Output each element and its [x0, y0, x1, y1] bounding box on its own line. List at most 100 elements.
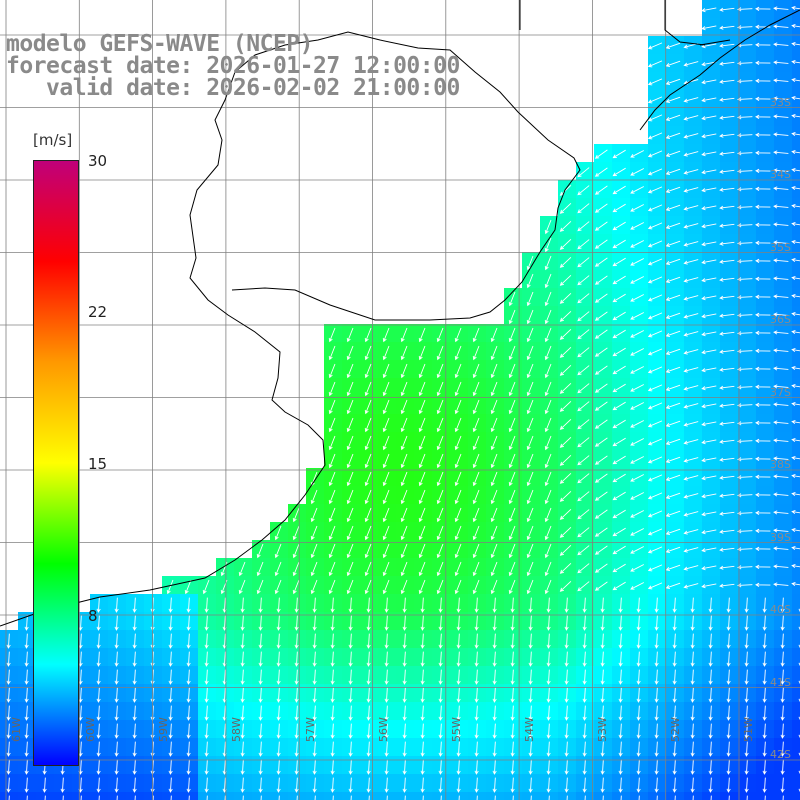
wind-arrow: [364, 471, 372, 487]
wind-arrow: [528, 597, 533, 613]
wind-arrow: [492, 705, 497, 721]
wind-arrow: [382, 489, 390, 505]
wind-arrow: [438, 777, 443, 793]
wind-arrow: [791, 509, 800, 515]
wind-speed-cell: [792, 774, 800, 792]
wind-arrow: [764, 795, 766, 800]
wind-arrow: [166, 579, 174, 595]
wind-arrow: [328, 345, 336, 361]
wind-arrow: [755, 456, 771, 461]
wind-arrow: [310, 489, 318, 505]
wind-arrow: [755, 330, 771, 335]
wind-arrow: [744, 651, 749, 667]
wind-arrow: [726, 705, 731, 721]
wind-arrow: [630, 294, 645, 302]
wind-speed-cell: [792, 414, 800, 432]
wind-arrow: [656, 795, 658, 800]
wind-speed-cell: [792, 648, 800, 666]
wind-arrow: [594, 257, 608, 267]
wind-arrow: [665, 240, 681, 247]
wind-arrow: [618, 777, 623, 793]
wind-arrow: [719, 277, 735, 282]
wind-arrow: [6, 741, 11, 757]
wind-arrow: [737, 547, 753, 552]
wind-arrow: [418, 579, 426, 595]
wind-arrow: [566, 795, 568, 800]
wind-arrow: [773, 582, 789, 587]
wind-arrow: [755, 564, 771, 569]
wind-arrow: [737, 97, 753, 102]
wind-arrow: [744, 597, 749, 613]
wind-arrow: [400, 489, 408, 505]
wind-arrow: [292, 507, 300, 523]
wind-arrow: [526, 345, 534, 361]
wind-arrow: [577, 383, 590, 394]
wind-arrow: [612, 365, 626, 375]
wind-arrow: [719, 421, 735, 426]
wind-arrow: [418, 363, 426, 379]
wind-arrow: [312, 687, 317, 703]
wind-arrow: [594, 491, 608, 501]
wind-arrow: [492, 723, 497, 739]
wind-arrow: [708, 651, 713, 667]
wind-arrow: [238, 561, 246, 577]
wind-speed-cell: [792, 252, 800, 270]
wind-arrow: [577, 221, 590, 232]
wind-speed-cell: [792, 288, 800, 306]
wind-arrow: [346, 561, 354, 577]
wind-arrow: [474, 687, 479, 703]
wind-arrow: [773, 96, 789, 101]
wind-arrow: [168, 759, 173, 775]
wind-arrow: [791, 419, 800, 425]
wind-arrow: [382, 345, 390, 361]
wind-arrow: [701, 169, 717, 175]
wind-arrow: [490, 381, 498, 397]
wind-arrow: [630, 546, 645, 554]
wind-arrow: [294, 759, 299, 775]
wind-arrow: [683, 439, 699, 445]
lon-label: 57W: [304, 717, 317, 742]
lat-label: 41S: [770, 676, 791, 689]
wind-arrow: [737, 349, 753, 354]
wind-arrow: [773, 168, 789, 173]
wind-arrow: [719, 547, 735, 552]
wind-arrow: [384, 669, 389, 685]
wind-arrow: [420, 615, 425, 631]
wind-arrow: [366, 759, 371, 775]
wind-arrow: [791, 275, 800, 281]
wind-arrow: [791, 437, 800, 443]
wind-arrow: [683, 457, 699, 463]
wind-arrow: [612, 527, 626, 537]
wind-arrow: [791, 239, 800, 245]
wind-arrow: [330, 633, 335, 649]
wind-arrow: [630, 564, 645, 572]
wind-arrow: [665, 456, 681, 463]
wind-arrow: [791, 41, 800, 47]
wind-arrow: [683, 403, 699, 409]
wind-arrow: [474, 759, 479, 775]
wind-arrow: [544, 525, 552, 541]
wind-speed-cell: [792, 180, 800, 198]
wind-arrow: [719, 313, 735, 318]
wind-arrow: [402, 777, 407, 793]
wind-arrow: [791, 563, 800, 569]
wind-arrow: [630, 222, 645, 230]
wind-arrow: [436, 417, 444, 433]
wind-arrow: [276, 615, 281, 631]
wind-arrow: [310, 579, 318, 595]
wind-arrow: [492, 669, 497, 685]
wind-arrow: [472, 507, 480, 523]
wind-arrow: [472, 561, 480, 577]
wind-arrow: [420, 723, 425, 739]
wind-arrow: [791, 581, 800, 587]
wind-arrow: [726, 741, 731, 757]
wind-arrow: [296, 795, 298, 800]
wind-arrow: [791, 545, 800, 551]
wind-arrow: [366, 777, 371, 793]
wind-arrow: [636, 741, 641, 757]
wind-arrow: [672, 687, 677, 703]
wind-arrow: [798, 608, 800, 613]
wind-arrow: [96, 723, 101, 739]
wind-arrow: [438, 687, 443, 703]
